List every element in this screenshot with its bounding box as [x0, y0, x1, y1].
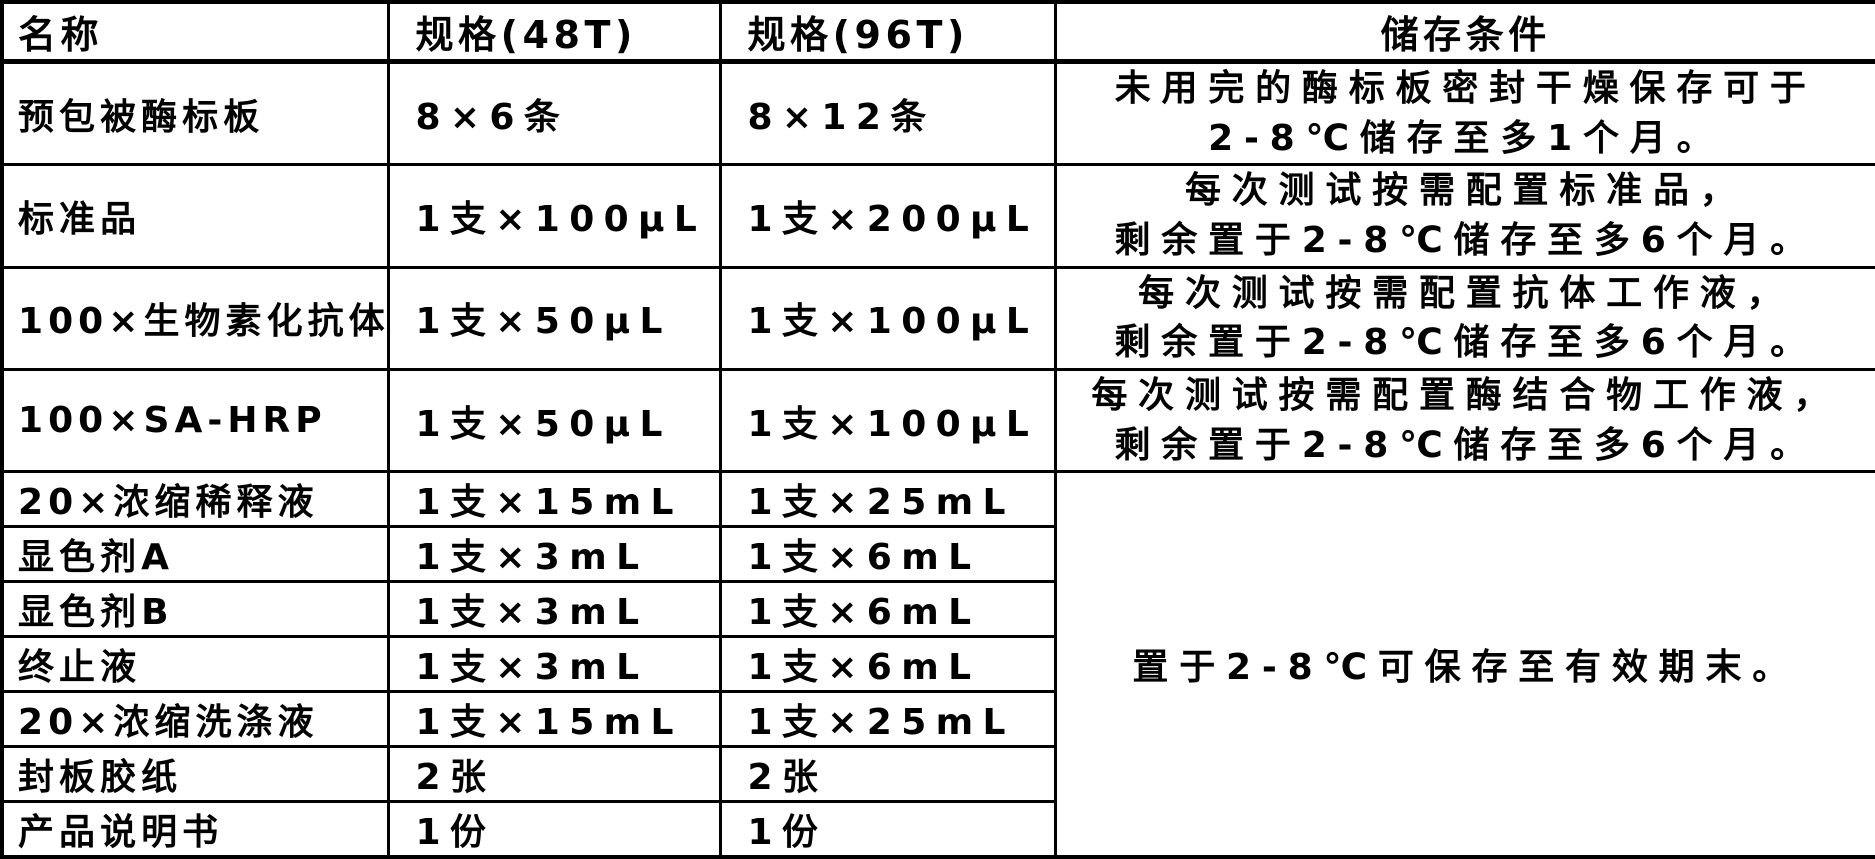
- cell-spec48t: 1支×3mL: [386, 525, 722, 584]
- cell-storage: 每次测试按需配置标准品， 剩余置于2-8℃储存至多6个月。: [1053, 163, 1875, 269]
- table-row: 预包被酶标板 8×6条 8×12条 未用完的酶标板密封干燥保存可于 2-8℃储存…: [0, 59, 1875, 167]
- cell-spec48t: 8×6条: [386, 59, 722, 167]
- cell-name: 产品说明书: [0, 800, 390, 859]
- cell-storage-merged: 置于2-8℃可保存至有效期末。: [1053, 470, 1875, 859]
- table-row: 20×浓缩洗涤液 1支×15mL 1支×25mL: [0, 690, 1875, 749]
- cell-name: 20×浓缩洗涤液: [0, 690, 390, 749]
- cell-spec96t: 1支×25mL: [718, 470, 1057, 529]
- cell-name: 标准品: [0, 163, 390, 269]
- cell-spec48t: 1支×100μL: [386, 163, 722, 269]
- cell-name: 封板胶纸: [0, 745, 390, 804]
- header-spec-96t: 规格(96T): [718, 0, 1057, 64]
- table-header-row: 名称 规格(48T) 规格(96T) 储存条件: [0, 0, 1875, 64]
- cell-storage: 未用完的酶标板密封干燥保存可于 2-8℃储存至多1个月。: [1053, 59, 1875, 167]
- cell-spec48t: 1支×15mL: [386, 470, 722, 529]
- cell-spec48t: 1支×50μL: [386, 368, 722, 474]
- cell-spec96t: 8×12条: [718, 59, 1057, 167]
- cell-spec48t: 1份: [386, 800, 722, 859]
- cell-name: 终止液: [0, 635, 390, 694]
- table-row: 终止液 1支×3mL 1支×6mL: [0, 635, 1875, 694]
- table-row: 显色剂B 1支×3mL 1支×6mL: [0, 580, 1875, 639]
- table-row: 100×SA-HRP 1支×50μL 1支×100μL 每次测试按需配置酶结合物…: [0, 368, 1875, 474]
- header-name: 名称: [0, 0, 390, 64]
- table-row: 100×生物素化抗体 1支×50μL 1支×100μL 每次测试按需配置抗体工作…: [0, 265, 1875, 372]
- cell-spec96t: 1支×6mL: [718, 525, 1057, 584]
- cell-spec96t: 1支×6mL: [718, 635, 1057, 694]
- header-spec-48t: 规格(48T): [386, 0, 722, 64]
- cell-name: 预包被酶标板: [0, 59, 390, 167]
- cell-name: 显色剂A: [0, 525, 390, 584]
- cell-spec48t: 2张: [386, 745, 722, 804]
- cell-name: 显色剂B: [0, 580, 390, 639]
- cell-spec96t: 1份: [718, 800, 1057, 859]
- cell-spec96t: 1支×6mL: [718, 580, 1057, 639]
- table-row: 20×浓缩稀释液 1支×15mL 1支×25mL 置于2-8℃可保存至有效期末。: [0, 470, 1875, 859]
- cell-storage: 每次测试按需配置抗体工作液， 剩余置于2-8℃储存至多6个月。: [1053, 265, 1875, 372]
- cell-spec96t: 1支×100μL: [718, 265, 1057, 372]
- header-storage: 储存条件: [1053, 0, 1875, 64]
- table-row: 标准品 1支×100μL 1支×200μL 每次测试按需配置标准品， 剩余置于2…: [0, 163, 1875, 269]
- cell-spec96t: 1支×200μL: [718, 163, 1057, 269]
- cell-spec48t: 1支×15mL: [386, 690, 722, 749]
- cell-spec48t: 1支×3mL: [386, 580, 722, 639]
- cell-spec96t: 2张: [718, 745, 1057, 804]
- cell-spec48t: 1支×3mL: [386, 635, 722, 694]
- cell-name: 100×SA-HRP: [0, 368, 390, 474]
- cell-spec96t: 1支×25mL: [718, 690, 1057, 749]
- cell-storage: 每次测试按需配置酶结合物工作液， 剩余置于2-8℃储存至多6个月。: [1053, 368, 1875, 474]
- table-row: 显色剂A 1支×3mL 1支×6mL: [0, 525, 1875, 584]
- cell-spec96t: 1支×100μL: [718, 368, 1057, 474]
- cell-name: 100×生物素化抗体: [0, 265, 390, 372]
- cell-spec48t: 1支×50μL: [386, 265, 722, 372]
- cell-name: 20×浓缩稀释液: [0, 470, 390, 529]
